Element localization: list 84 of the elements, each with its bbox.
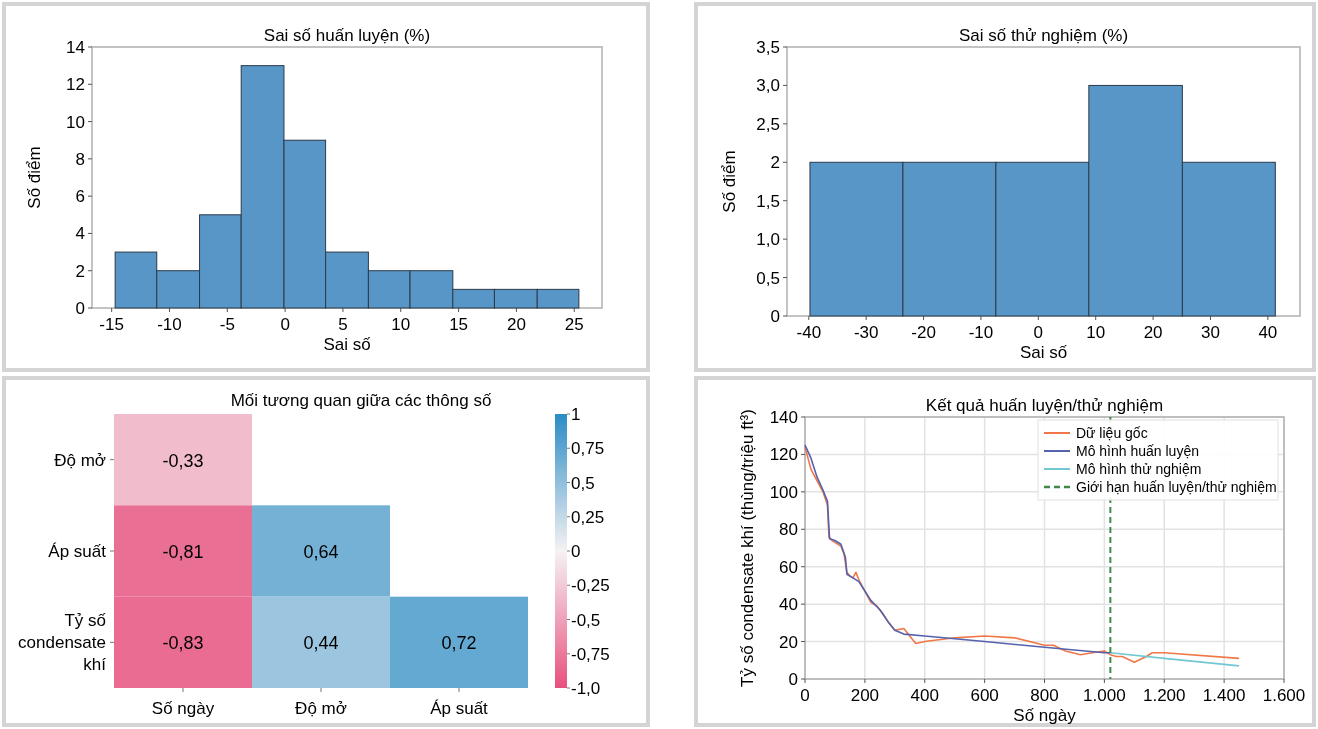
y-tick-label: 6 xyxy=(75,187,85,207)
y-tick-label: 3,5 xyxy=(756,38,780,57)
y-tick-label: 80 xyxy=(779,520,798,540)
y-tick-label: 2 xyxy=(770,153,780,173)
x-tick-label: 0 xyxy=(800,686,810,705)
chart-title: Sai số thử nghiệm (%) xyxy=(958,26,1129,45)
x-tick-label: -10 xyxy=(968,323,994,342)
x-tick-label: -15 xyxy=(99,315,124,334)
y-tick-label: 14 xyxy=(66,38,85,57)
x-tick-label: 0 xyxy=(1033,323,1044,342)
x-tick-label: 1.600 xyxy=(1262,686,1306,705)
x-tick-label: Áp suất xyxy=(430,699,489,718)
x-tick-label: -30 xyxy=(853,323,879,342)
y-tick-label: Tỷ số condensate khí xyxy=(18,611,107,675)
data-label: 0,44 xyxy=(303,633,339,654)
x-axis-title: Sai số xyxy=(323,335,372,354)
x-tick-label: 5 xyxy=(338,315,348,334)
color-bar-label: 0 xyxy=(571,542,581,561)
data-label: -0,83 xyxy=(162,633,204,654)
x-tick-label: 15 xyxy=(449,315,469,334)
x-tick-label: 20 xyxy=(1143,323,1163,342)
color-bar-label: 1 xyxy=(571,405,581,424)
x-tick-label: -5 xyxy=(219,315,235,334)
ref-line-label: Giới hạn huấn luyện/thử nghiệm xyxy=(1076,479,1277,495)
x-tick-label: 0 xyxy=(280,315,290,334)
x-tick-label: -40 xyxy=(796,323,822,342)
x-tick-label: -20 xyxy=(911,323,936,342)
color-bar-label: -0,25 xyxy=(571,576,610,596)
y-tick-label: 40 xyxy=(779,595,798,615)
y-tick-label: 140 xyxy=(769,408,798,427)
data-label: -0,81 xyxy=(162,542,204,562)
x-axis-title: Sai số xyxy=(1019,343,1068,362)
data-label: -0,33 xyxy=(162,450,204,471)
x-tick-label: 800 xyxy=(1030,686,1059,705)
x-tick-label: 20 xyxy=(506,315,526,334)
x-tick-label: Số ngày xyxy=(151,699,215,718)
x-tick-label: 1.000 xyxy=(1083,686,1126,705)
y-tick-label: 2,5 xyxy=(756,114,780,134)
y-axis-title: Số điểm xyxy=(25,146,44,209)
y-tick-label: Độ mở xyxy=(54,450,106,470)
y-tick-label: 10 xyxy=(66,112,85,132)
x-tick-label: 400 xyxy=(910,686,939,705)
y-tick-label: 12 xyxy=(66,75,85,95)
color-bar-label: 0,75 xyxy=(571,439,605,459)
y-tick-label: 0 xyxy=(75,299,85,318)
y-axis-title: Tỷ số condensate khí (thùng/triệu ft³) xyxy=(738,409,757,687)
x-tick-label: 10 xyxy=(1086,323,1106,342)
y-tick-label: 60 xyxy=(779,557,798,577)
y-tick-label: 3,0 xyxy=(756,76,780,96)
x-tick-label: 1.200 xyxy=(1142,686,1186,705)
legend-label: Mô hình huấn luyện xyxy=(1076,443,1199,459)
x-tick-label: -10 xyxy=(157,315,182,334)
color-bar-label: 0,5 xyxy=(571,473,595,493)
y-tick-label: 1,0 xyxy=(756,230,780,250)
x-tick-label: 30 xyxy=(1201,323,1220,342)
y-tick-label: 4 xyxy=(75,224,85,244)
y-tick-label: 1,5 xyxy=(756,191,780,211)
x-tick-label: 200 xyxy=(850,686,880,705)
chart-title: Mối tương quan giữa các thông số xyxy=(230,391,492,410)
data-label: 0,72 xyxy=(441,633,477,654)
x-tick-label: 10 xyxy=(391,315,411,334)
y-tick-label: 20 xyxy=(779,632,798,652)
y-axis-title: Số điểm xyxy=(720,150,739,213)
x-tick-label: 1.400 xyxy=(1202,686,1246,705)
y-tick-label: 8 xyxy=(75,149,85,169)
chart-title: Sai số huấn luyện (%) xyxy=(263,26,431,45)
color-bar-label: -0,5 xyxy=(571,610,601,630)
y-tick-label: Áp suất xyxy=(48,542,107,561)
y-tick-label: 0,5 xyxy=(756,268,780,288)
x-tick-label: 25 xyxy=(564,315,584,334)
legend-label: Dữ liệu gốc xyxy=(1076,425,1148,441)
legend-label: Mô hình thử nghiệm xyxy=(1076,461,1202,477)
chart-title: Kết quả huấn luyện/thử nghiệm xyxy=(925,396,1164,415)
x-tick-label: 600 xyxy=(970,686,999,705)
y-tick-label: 2 xyxy=(75,261,85,281)
color-bar-label: -1,0 xyxy=(571,679,601,698)
x-tick-label: Độ mở xyxy=(295,699,347,718)
color-bar-label: -0,75 xyxy=(571,644,610,664)
y-tick-label: 120 xyxy=(769,445,798,465)
data-label: 0,64 xyxy=(303,542,339,562)
color-bar-label: 0,25 xyxy=(571,507,605,527)
y-tick-label: 0 xyxy=(788,670,798,689)
y-tick-label: 100 xyxy=(769,482,798,502)
x-tick-label: 40 xyxy=(1258,323,1278,342)
